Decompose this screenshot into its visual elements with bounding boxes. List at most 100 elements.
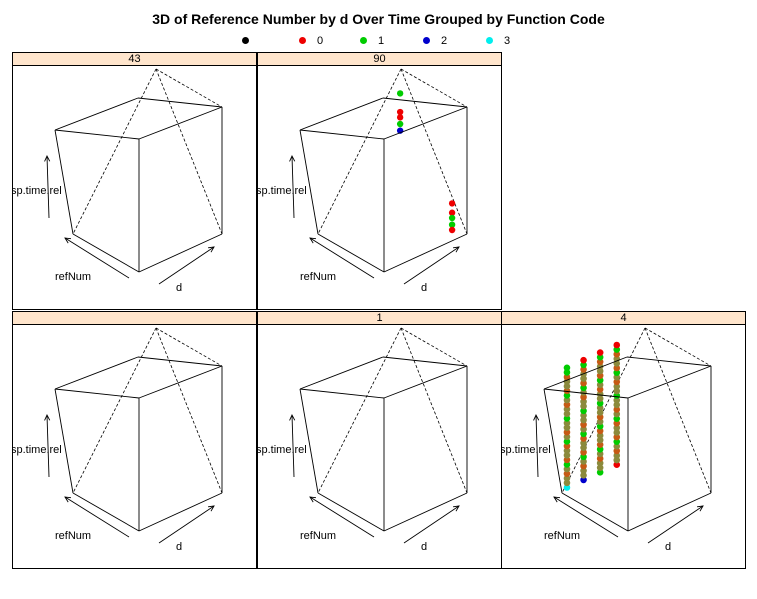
data-point [563,456,571,464]
box-hidden-edge [317,327,402,494]
box-edge [54,97,139,131]
data-point [596,409,604,416]
refnum-axis-label: refNum [544,530,580,542]
data-point [613,461,621,468]
data-point [563,461,571,468]
data-point [613,383,621,390]
box-edge [54,129,140,140]
data-point [613,350,621,358]
data-point [596,450,604,458]
box-edge [138,492,223,532]
data-point [613,424,621,432]
data-point [596,349,604,356]
data-column [580,356,587,484]
data-point [580,439,587,447]
chart-title: 3D of Reference Number by d Over Time Gr… [152,11,605,27]
box-edge [54,356,139,390]
box-edge [137,356,223,367]
data-point [563,382,571,390]
legend-label: 0 [317,35,324,47]
data-point [613,429,621,436]
data-point [613,447,621,455]
box-edge [299,388,319,494]
panel-plot: refNum d sp.time.rel [13,327,223,553]
box-hidden-edge [72,68,157,235]
panel-plot: refNum d sp.time.rel [502,327,712,553]
d-axis-arrow [403,246,460,285]
panel-strip: 43 [13,53,256,66]
data-point [563,465,571,473]
data-point [563,396,571,404]
panel-strip: 1 [258,312,501,325]
box-edge [138,233,223,273]
data-point [596,459,604,467]
panel: 43 refNum d sp.time.rel [12,52,257,310]
data-point [613,341,621,349]
data-point [580,407,587,415]
box-edge [299,356,384,390]
data-point [563,410,571,418]
data-point [563,405,571,413]
data-point [613,369,621,376]
panel-strip: 90 [258,53,501,66]
data-point [613,346,621,353]
box-hidden-edge [400,327,468,494]
data-point [396,114,404,121]
box-hidden-edge [155,327,223,367]
time-axis-arrow [289,154,296,219]
d-axis-arrow [647,505,704,544]
data-point [396,108,404,116]
data-point [563,484,571,491]
box-edge [54,129,74,235]
data-point [613,419,621,427]
time-axis-label: sp.time.rel [13,185,62,197]
data-point [580,393,587,401]
data-point [580,421,587,428]
data-point [580,412,587,419]
refnum-axis-label: refNum [55,271,91,283]
data-point [563,433,571,441]
time-axis-label: sp.time.rel [258,444,307,456]
box-edge [543,388,563,494]
d-axis-arrow [403,505,460,544]
data-point [396,120,404,128]
data-column [613,341,621,468]
refnum-axis-arrow [553,496,619,538]
legend-marker [360,37,367,44]
box-edge [383,365,468,399]
box-edge [626,356,712,367]
data-point [563,373,571,381]
refnum-axis-arrow [64,496,130,538]
data-point [613,373,621,381]
data-point [596,404,604,412]
data-point [596,432,604,439]
box-edge [317,233,385,273]
data-point [580,448,587,456]
box-hidden-edge [317,68,402,235]
data-point [613,456,621,464]
data-point [580,402,587,410]
data-point [613,401,621,409]
refnum-axis-arrow [64,237,130,279]
data-point [563,470,571,477]
box-hidden-edge [155,68,223,235]
data-point [448,214,456,222]
data-point [596,427,604,435]
data-point [596,422,604,430]
data-point [596,441,604,448]
refnum-axis-label: refNum [55,530,91,542]
data-point [596,386,604,393]
data-point [580,467,587,474]
d-axis-arrow [158,505,215,544]
data-point [613,415,621,422]
data-point [563,364,571,372]
data-point [580,361,587,369]
time-axis-label: sp.time.rel [258,185,307,197]
data-point [613,378,621,386]
data-point [613,438,621,445]
box-hidden-edge [400,327,468,367]
refnum-axis-label: refNum [300,271,336,283]
data-point [448,226,456,234]
box-edge [299,388,385,399]
data-point [580,471,587,479]
